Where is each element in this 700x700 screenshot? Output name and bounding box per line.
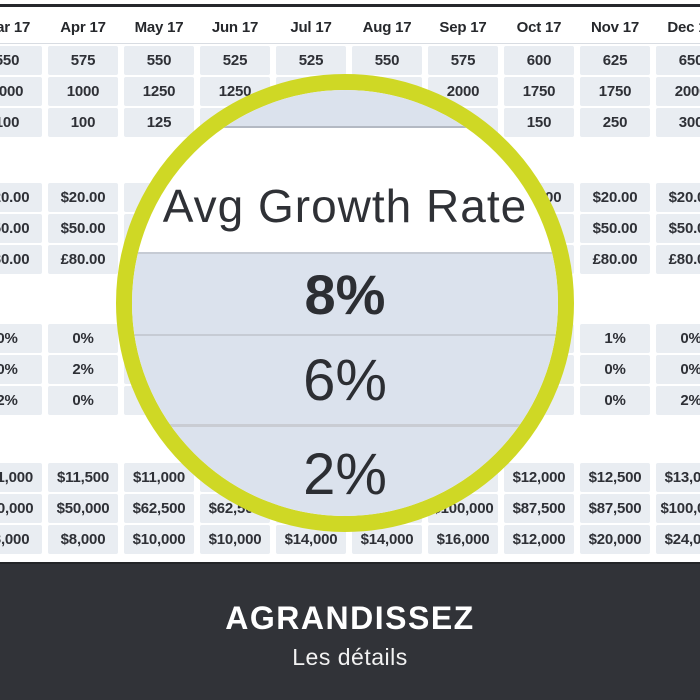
table-cell[interactable]: $8,000 bbox=[0, 525, 42, 554]
table-cell[interactable]: 575 bbox=[48, 46, 118, 75]
table-cell[interactable]: 100 bbox=[48, 108, 118, 137]
table-cell[interactable]: 550 bbox=[352, 46, 422, 75]
table-cell[interactable]: 2% bbox=[656, 386, 700, 415]
table-cell[interactable]: $20.00 bbox=[580, 183, 650, 212]
magnifier-divider bbox=[132, 424, 558, 427]
table-cell[interactable]: $87,500 bbox=[580, 494, 650, 523]
table-cell[interactable]: 600 bbox=[504, 46, 574, 75]
table-cell[interactable]: £80.00 bbox=[656, 245, 700, 274]
magnifier-title: Avg Growth Rate bbox=[162, 180, 528, 232]
table-cell[interactable]: 625 bbox=[580, 46, 650, 75]
table-cell[interactable]: $20,000 bbox=[580, 525, 650, 554]
month-header-cell[interactable]: May 17 bbox=[134, 18, 184, 36]
table-cell[interactable]: $12,500 bbox=[580, 463, 650, 492]
month-header-cell[interactable]: Apr 17 bbox=[60, 18, 106, 36]
table-cell[interactable]: $13,000 bbox=[656, 463, 700, 492]
growth-rate-primary-value: 8% bbox=[304, 262, 386, 326]
table-cell[interactable]: 100 bbox=[0, 108, 42, 137]
month-header-cell[interactable]: Jul 17 bbox=[290, 18, 332, 36]
table-cell[interactable]: $12,000 bbox=[504, 525, 574, 554]
table-cell[interactable]: 525 bbox=[200, 46, 270, 75]
month-header-cell[interactable]: Dec 17 bbox=[667, 18, 700, 36]
table-cell[interactable]: $20.00 bbox=[0, 183, 42, 212]
table-cell[interactable]: 0% bbox=[580, 355, 650, 384]
table-cell[interactable]: £80.00 bbox=[48, 245, 118, 274]
table-cell[interactable]: 1000 bbox=[0, 77, 42, 106]
table-cell[interactable]: $50.00 bbox=[656, 214, 700, 243]
month-header-row: Mar 17 Apr 17 May 17 Jun 17 Jul 17 Aug 17 Sep … bbox=[0, 14, 700, 40]
growth-rate-band: 6% bbox=[132, 336, 558, 424]
growth-rate-value: 2% bbox=[303, 442, 387, 507]
table-cell[interactable]: 0% bbox=[656, 355, 700, 384]
table-cell[interactable]: 250 bbox=[580, 108, 650, 137]
table-cell[interactable]: 575 bbox=[428, 46, 498, 75]
table-cell[interactable]: $10,000 bbox=[124, 525, 194, 554]
table-cell[interactable]: $11,500 bbox=[48, 463, 118, 492]
table-cell[interactable]: $16,000 bbox=[428, 525, 498, 554]
magnifier-divider bbox=[132, 334, 558, 336]
table-cell[interactable]: $50.00 bbox=[0, 214, 42, 243]
table-cell[interactable]: 550 bbox=[0, 46, 42, 75]
table-cell[interactable]: 0% bbox=[656, 324, 700, 353]
growth-rate-band: 2% bbox=[132, 427, 558, 516]
table-cell[interactable]: 300 bbox=[656, 108, 700, 137]
table-cell[interactable]: $50,000 bbox=[48, 494, 118, 523]
table-cell[interactable]: 1750 bbox=[580, 77, 650, 106]
table-cell[interactable]: $10,000 bbox=[200, 525, 270, 554]
growth-rate-highlight-band: 8% bbox=[132, 254, 558, 334]
table-cell[interactable]: 0% bbox=[0, 324, 42, 353]
table-cell[interactable]: 0% bbox=[48, 386, 118, 415]
table-cell[interactable]: 650 bbox=[656, 46, 700, 75]
table-cell[interactable]: $50,000 bbox=[0, 494, 42, 523]
table-cell[interactable]: $20.00 bbox=[656, 183, 700, 212]
table-cell[interactable]: 2% bbox=[48, 355, 118, 384]
header-divider bbox=[0, 43, 700, 44]
table-cell[interactable]: $11,000 bbox=[0, 463, 42, 492]
growth-rate-value: 6% bbox=[303, 347, 387, 413]
magnifier-circle: Avg Growth Rate 8% 6% 2% bbox=[116, 74, 574, 532]
table-cell[interactable]: $100,000 bbox=[656, 494, 700, 523]
table-cell[interactable]: 0% bbox=[48, 324, 118, 353]
table-cell[interactable]: 0% bbox=[0, 355, 42, 384]
table-cell[interactable]: 525 bbox=[276, 46, 346, 75]
table-cell[interactable]: $20.00 bbox=[48, 183, 118, 212]
table-cell[interactable]: $50.00 bbox=[48, 214, 118, 243]
spreadsheet-top-border bbox=[0, 4, 700, 7]
table-cell[interactable]: $8,000 bbox=[48, 525, 118, 554]
month-header-cell[interactable]: Aug 17 bbox=[362, 18, 412, 36]
table-cell[interactable]: $24,000 bbox=[656, 525, 700, 554]
month-header-cell[interactable]: Sep 17 bbox=[439, 18, 487, 36]
magnifier-divider bbox=[132, 252, 558, 254]
magnifier-divider bbox=[132, 126, 558, 128]
magnifier-top-band bbox=[132, 90, 558, 126]
banner-title: AGRANDISSEZ bbox=[225, 600, 475, 636]
table-cell[interactable]: $50.00 bbox=[580, 214, 650, 243]
table-cell[interactable]: 1% bbox=[580, 324, 650, 353]
banner-subtitle: Les détails bbox=[292, 644, 408, 670]
table-cell[interactable]: 550 bbox=[124, 46, 194, 75]
table-cell[interactable]: £80.00 bbox=[0, 245, 42, 274]
month-header-cell[interactable]: Nov 17 bbox=[591, 18, 639, 36]
month-header-cell[interactable]: Oct 17 bbox=[516, 18, 562, 36]
table-cell[interactable]: 1000 bbox=[48, 77, 118, 106]
table-cell[interactable]: £80.00 bbox=[580, 245, 650, 274]
month-header-cell[interactable]: Jun 17 bbox=[211, 18, 259, 36]
table-cell[interactable]: 0% bbox=[580, 386, 650, 415]
table-cell[interactable]: 2% bbox=[0, 386, 42, 415]
footer-banner: AGRANDISSEZ Les détails bbox=[0, 562, 700, 700]
month-header-cell[interactable]: Mar 17 bbox=[0, 18, 31, 36]
